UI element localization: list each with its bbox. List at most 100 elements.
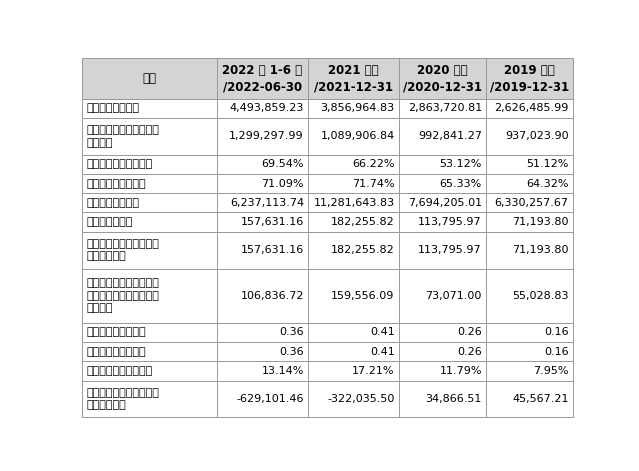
Bar	[399, 193, 486, 212]
Bar	[82, 342, 217, 361]
Text: 51.12%: 51.12%	[527, 159, 569, 169]
Text: 资产负债率（合并）: 资产负债率（合并）	[86, 179, 146, 188]
Bar	[399, 323, 486, 342]
Text: 13.14%: 13.14%	[261, 366, 304, 376]
Bar	[82, 361, 217, 381]
Bar	[486, 98, 573, 118]
Text: 992,841.27: 992,841.27	[418, 131, 482, 141]
Text: 4,493,859.23: 4,493,859.23	[229, 103, 304, 113]
Bar	[308, 268, 399, 323]
Text: 113,795.97: 113,795.97	[419, 245, 482, 255]
Text: 2,626,485.99: 2,626,485.99	[495, 103, 569, 113]
Bar	[217, 174, 308, 193]
Bar	[82, 381, 217, 417]
Text: 113,795.97: 113,795.97	[419, 217, 482, 227]
Text: 71,193.80: 71,193.80	[512, 217, 569, 227]
Bar	[217, 98, 308, 118]
Bar	[308, 58, 399, 98]
Bar	[308, 323, 399, 342]
Bar	[217, 381, 308, 417]
Text: 经营活动产生的现金流量
净额（万元）: 经营活动产生的现金流量 净额（万元）	[86, 388, 159, 410]
Text: -629,101.46: -629,101.46	[236, 394, 304, 404]
Text: 营业收入（万元）: 营业收入（万元）	[86, 198, 139, 208]
Bar	[217, 342, 308, 361]
Text: 1,089,906.84: 1,089,906.84	[320, 131, 395, 141]
Text: 扣除非经常性损益后归属
于母公司所有者的净利润
（万元）: 扣除非经常性损益后归属 于母公司所有者的净利润 （万元）	[86, 278, 159, 314]
Text: 稀释每股收益（元）: 稀释每股收益（元）	[86, 347, 146, 357]
Bar	[399, 154, 486, 174]
Bar	[399, 268, 486, 323]
Text: 182,255.82: 182,255.82	[331, 245, 395, 255]
Text: 0.26: 0.26	[457, 347, 482, 357]
Text: 归属于母公司所有者权益
（万元）: 归属于母公司所有者权益 （万元）	[86, 125, 159, 148]
Text: 6,330,257.67: 6,330,257.67	[495, 198, 569, 208]
Text: 2020 年度
/2020-12-31: 2020 年度 /2020-12-31	[403, 64, 482, 93]
Text: 2022 年 1-6 月
/2022-06-30: 2022 年 1-6 月 /2022-06-30	[222, 64, 303, 93]
Text: 73,071.00: 73,071.00	[426, 291, 482, 300]
Bar	[82, 58, 217, 98]
Bar	[217, 118, 308, 154]
Bar	[486, 381, 573, 417]
Text: 0.16: 0.16	[544, 327, 569, 337]
Text: 182,255.82: 182,255.82	[331, 217, 395, 227]
Text: 65.33%: 65.33%	[440, 179, 482, 188]
Text: 资产总额（万元）: 资产总额（万元）	[86, 103, 139, 113]
Bar	[308, 154, 399, 174]
Bar	[82, 193, 217, 212]
Bar	[486, 342, 573, 361]
Text: 1,299,297.99: 1,299,297.99	[229, 131, 304, 141]
Bar	[308, 232, 399, 268]
Text: 34,866.51: 34,866.51	[426, 394, 482, 404]
Bar	[82, 268, 217, 323]
Bar	[486, 193, 573, 212]
Bar	[399, 174, 486, 193]
Bar	[399, 118, 486, 154]
Bar	[217, 232, 308, 268]
Bar	[217, 323, 308, 342]
Bar	[308, 361, 399, 381]
Bar	[308, 212, 399, 232]
Text: 0.36: 0.36	[279, 327, 304, 337]
Bar	[399, 232, 486, 268]
Bar	[82, 232, 217, 268]
Bar	[217, 154, 308, 174]
Bar	[217, 193, 308, 212]
Text: 0.41: 0.41	[370, 347, 395, 357]
Bar	[486, 323, 573, 342]
Text: 6,237,113.74: 6,237,113.74	[230, 198, 304, 208]
Bar	[486, 58, 573, 98]
Text: 17.21%: 17.21%	[352, 366, 395, 376]
Bar	[308, 381, 399, 417]
Text: 加权平均净资产收益率: 加权平均净资产收益率	[86, 366, 153, 376]
Text: 53.12%: 53.12%	[440, 159, 482, 169]
Text: 106,836.72: 106,836.72	[240, 291, 304, 300]
Text: 937,023.90: 937,023.90	[505, 131, 569, 141]
Text: 3,856,964.83: 3,856,964.83	[321, 103, 395, 113]
Bar	[217, 361, 308, 381]
Text: 2021 年度
/2021-12-31: 2021 年度 /2021-12-31	[314, 64, 393, 93]
Text: 64.32%: 64.32%	[526, 179, 569, 188]
Bar	[82, 98, 217, 118]
Text: 7.95%: 7.95%	[533, 366, 569, 376]
Bar	[486, 174, 573, 193]
Bar	[399, 361, 486, 381]
Bar	[486, 268, 573, 323]
Text: 157,631.16: 157,631.16	[241, 245, 304, 255]
Text: 项目: 项目	[142, 72, 157, 85]
Bar	[217, 212, 308, 232]
Bar	[399, 212, 486, 232]
Bar	[82, 212, 217, 232]
Text: 2,863,720.81: 2,863,720.81	[408, 103, 482, 113]
Text: 0.26: 0.26	[457, 327, 482, 337]
Bar	[82, 118, 217, 154]
Text: 71,193.80: 71,193.80	[512, 245, 569, 255]
Text: 0.36: 0.36	[279, 347, 304, 357]
Text: 0.16: 0.16	[544, 347, 569, 357]
Bar	[308, 118, 399, 154]
Bar	[399, 381, 486, 417]
Text: 7,694,205.01: 7,694,205.01	[408, 198, 482, 208]
Bar	[399, 342, 486, 361]
Text: 66.22%: 66.22%	[352, 159, 395, 169]
Text: 资产负债率（母公司）: 资产负债率（母公司）	[86, 159, 153, 169]
Bar	[308, 98, 399, 118]
